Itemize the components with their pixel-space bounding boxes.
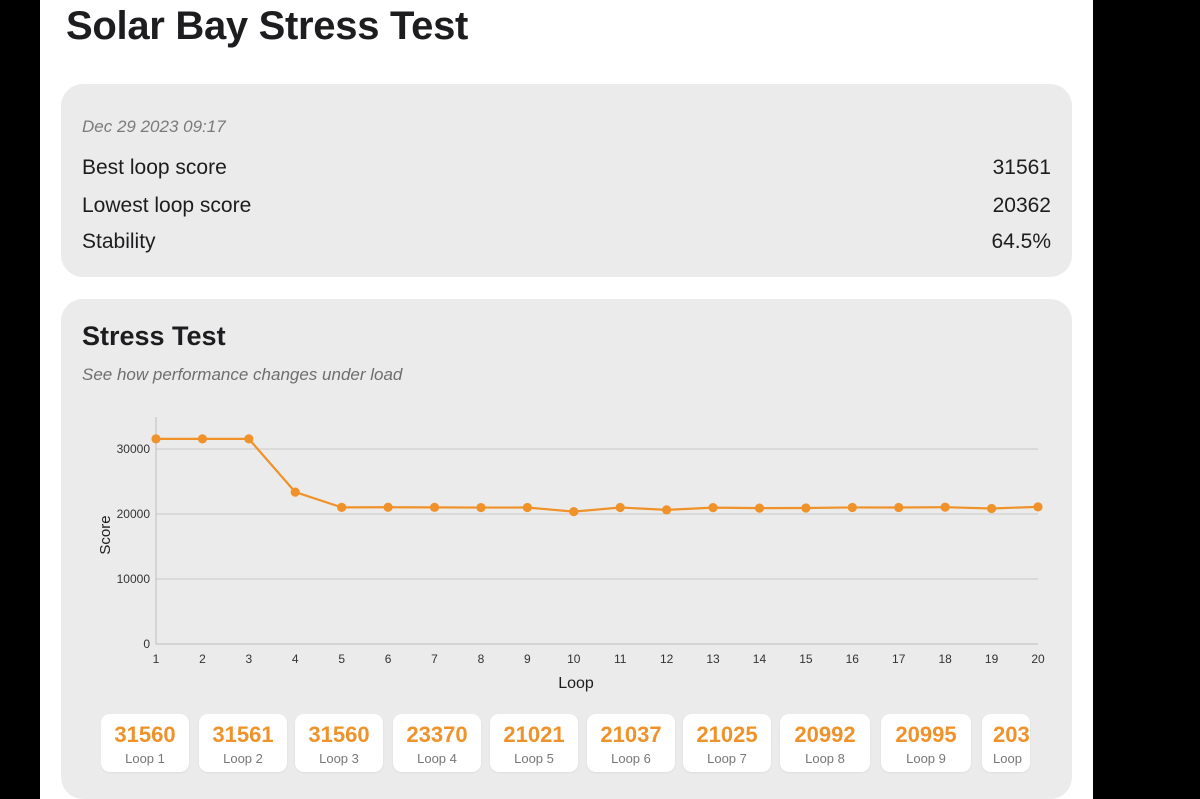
x-tick-label: 8: [478, 652, 485, 666]
loop-tile: 31560 Loop 3: [295, 714, 383, 772]
loop-label: Loop 3: [319, 751, 359, 766]
loop-score: 20995: [895, 722, 957, 747]
x-tick-label: 13: [706, 652, 720, 666]
loop-score: 23370: [406, 722, 468, 747]
loop-score: 21037: [600, 722, 662, 747]
loop-score: 203: [993, 722, 1030, 747]
data-point: [429, 502, 440, 512]
stat-value: 31561: [992, 156, 1051, 179]
loop-tile: 21037 Loop 6: [587, 714, 675, 772]
data-point: [522, 502, 532, 513]
y-tick-label: 0: [143, 637, 150, 651]
loop-tile: 20995 Loop 9: [881, 714, 971, 772]
x-tick-label: 15: [799, 652, 813, 666]
loop-score: 31560: [308, 722, 370, 747]
test-timestamp: Dec 29 2023 09:17: [82, 117, 226, 136]
loop-tile: 23370 Loop 4: [393, 714, 481, 772]
loop-label: Loop: [993, 751, 1022, 766]
stress-test-title: Stress Test: [82, 321, 226, 351]
x-tick-label: 4: [292, 652, 299, 666]
loop-tile: 21021 Loop 5: [490, 714, 578, 772]
stat-value: 64.5%: [991, 230, 1051, 253]
loop-tiles: 31560 Loop 1 31561 Loop 2 31560 Loop 3 23370 Lo…: [101, 714, 1031, 774]
x-tick-label: 19: [985, 652, 999, 666]
x-tick-label: 6: [385, 652, 392, 666]
loop-label: Loop 9: [906, 751, 946, 766]
x-tick-label: 2: [199, 652, 206, 666]
series-line: [155, 437, 1039, 513]
loop-score: 31560: [114, 722, 176, 747]
x-tick-label: 9: [524, 652, 531, 666]
data-point: [337, 502, 347, 512]
x-tick-label: 7: [431, 652, 438, 666]
data-point: [151, 434, 161, 444]
x-tick-label: 11: [614, 652, 627, 666]
stat-value: 20362: [992, 194, 1051, 217]
data-point: [197, 434, 208, 444]
stress-test-card: Stress Test See how performance changes …: [61, 299, 1072, 799]
stat-row-best: Best loop score 31561: [82, 156, 1051, 186]
x-tick-label: 16: [846, 652, 860, 666]
data-point: [708, 503, 718, 513]
loop-tile: 20992 Loop 8: [780, 714, 870, 772]
y-tick-label: 10000: [117, 572, 151, 586]
loop-label: Loop 4: [417, 751, 457, 766]
stat-label: Lowest loop score: [82, 194, 252, 217]
x-tick-label: 12: [660, 652, 674, 666]
series-points: [151, 434, 1043, 517]
loop-label: Loop 5: [514, 751, 554, 766]
data-point: [615, 502, 625, 513]
page: Solar Bay Stress Test Dec 29 2023 09:17 …: [40, 0, 1093, 799]
x-tick-label: 14: [753, 652, 767, 666]
data-point: [1033, 502, 1043, 512]
data-point: [894, 502, 904, 513]
stat-row-stability: Stability 64.5%: [82, 230, 1051, 260]
loop-tile: 203 Loop: [982, 714, 1030, 772]
loop-tile: 31560 Loop 1: [101, 714, 189, 772]
loop-score: 20992: [794, 722, 856, 747]
loop-label: Loop 8: [805, 751, 845, 766]
y-axis-label: Score: [97, 515, 114, 554]
y-tick-label: 30000: [117, 442, 151, 456]
loop-label: Loop 2: [223, 751, 263, 766]
loop-tile: 31561 Loop 2: [199, 714, 287, 772]
stat-label: Stability: [82, 230, 156, 253]
loop-score: 21021: [503, 722, 565, 747]
data-point: [940, 502, 950, 512]
stress-test-subtitle: See how performance changes under load: [82, 365, 403, 384]
x-axis-label: Loop: [558, 675, 594, 692]
loop-label: Loop 7: [707, 751, 747, 766]
data-point: [986, 503, 997, 514]
summary-card: Dec 29 2023 09:17 Best loop score 31561 …: [61, 84, 1072, 277]
x-tick-label: 3: [245, 652, 252, 666]
data-point: [662, 505, 672, 515]
stat-label: Best loop score: [82, 156, 227, 179]
x-tick-label: 5: [338, 652, 345, 666]
data-point: [847, 502, 857, 513]
loop-label: Loop 6: [611, 751, 651, 766]
y-tick-label: 20000: [117, 507, 151, 521]
data-point: [801, 503, 811, 513]
x-tick-label: 1: [153, 652, 160, 666]
loop-label: Loop 1: [125, 751, 165, 766]
x-tick-label: 20: [1031, 652, 1045, 666]
data-point: [290, 487, 300, 497]
data-point: [476, 502, 486, 513]
data-point: [754, 503, 765, 513]
loop-tile: 21025 Loop 7: [683, 714, 771, 772]
page-title: Solar Bay Stress Test: [66, 4, 469, 48]
loop-score: 31561: [212, 722, 274, 747]
x-axis-ticks: 1 2 3 4 5 6 7 8 9 10 11 12 13 14 15 16 17 18 19 20: [153, 652, 1045, 666]
x-tick-label: 17: [892, 652, 906, 666]
x-tick-label: 18: [938, 652, 952, 666]
stat-row-lowest: Lowest loop score 20362: [82, 194, 1051, 224]
x-tick-label: 10: [567, 652, 581, 666]
data-point: [383, 502, 393, 512]
data-point: [569, 507, 579, 517]
loop-score: 21025: [696, 722, 758, 747]
chart-grid: [156, 448, 1038, 645]
data-point: [244, 434, 254, 444]
y-axis-ticks: 0 10000 20000 30000: [117, 442, 151, 651]
